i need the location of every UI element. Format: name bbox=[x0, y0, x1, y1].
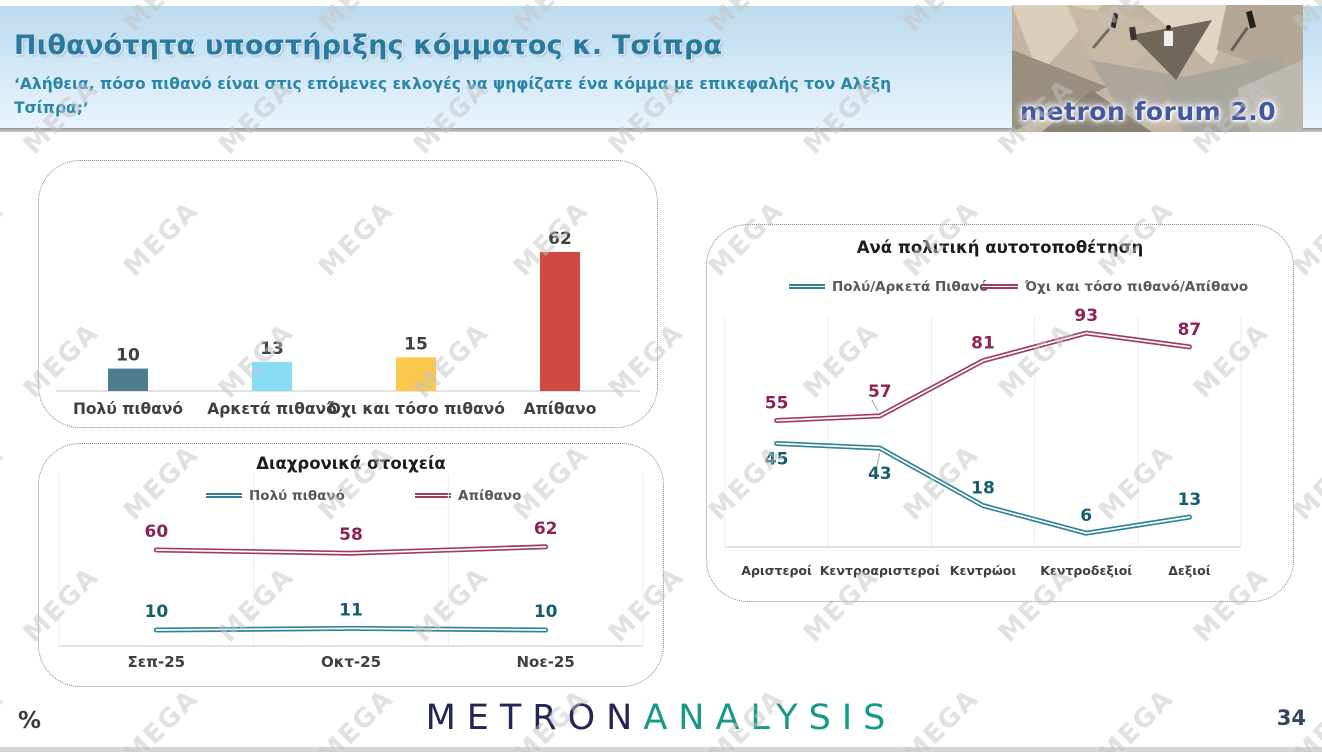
logo-wordmark: metron forum 2.0 bbox=[1020, 97, 1277, 126]
category-label: Όχι και τόσο πιθανό bbox=[326, 400, 505, 418]
bar-value-label: 13 bbox=[260, 339, 284, 359]
series-line-core bbox=[775, 442, 1191, 535]
label-leader bbox=[871, 399, 879, 412]
legend-label: Απίθανο bbox=[458, 488, 522, 504]
category-label: Δεξιοί bbox=[1168, 563, 1210, 578]
series-line-core bbox=[155, 627, 547, 631]
data-label: 81 bbox=[971, 334, 995, 354]
trend-line-chart: 10 11 10 60 58 62 Σεπ-25 Οκτ-25 Νοε-25 bbox=[58, 474, 644, 671]
series-line-core bbox=[155, 545, 547, 555]
category-label: Αριστεροί bbox=[741, 563, 812, 578]
data-label: 11 bbox=[339, 600, 363, 620]
page-title: Πιθανότητα υποστήριξης κόμματος κ. Τσίπρ… bbox=[14, 30, 723, 61]
data-label: 93 bbox=[1074, 306, 1098, 326]
legend-label: Πολύ/Αρκετά Πιθανό bbox=[832, 279, 989, 295]
legend-item: Όχι και τόσο πιθανό/Απίθανο bbox=[982, 279, 1248, 295]
data-label: 10 bbox=[144, 602, 168, 622]
data-label: 6 bbox=[1080, 506, 1092, 526]
legend-swatch-maroon bbox=[415, 493, 451, 498]
political-panel: Ανά πολιτική αυτοτοποθέτηση Πολύ/Αρκετά … bbox=[706, 224, 1294, 602]
bar-value-label: 10 bbox=[116, 346, 140, 366]
mega-watermark: MEGA bbox=[0, 439, 11, 527]
bottom-strip bbox=[0, 747, 1322, 752]
category-label: Κεντροδεξιοί bbox=[1040, 563, 1132, 578]
category-label: Κεντροαριστεροί bbox=[820, 563, 940, 578]
bar-value-label: 15 bbox=[404, 334, 428, 354]
mega-watermark: MEGA bbox=[0, 195, 11, 283]
category-label: Απίθανο bbox=[524, 400, 597, 418]
data-label: 10 bbox=[534, 602, 558, 622]
category-label: Σεπ-25 bbox=[128, 653, 186, 671]
likelihood-bar-chart: 10 Πολύ πιθανό 13 Αρκετά πιθανό 15 Όχι και τό… bbox=[56, 229, 640, 418]
data-label: 87 bbox=[1178, 320, 1202, 340]
data-label: 58 bbox=[339, 525, 363, 545]
legend-item: Πολύ/Αρκετά Πιθανό bbox=[789, 279, 989, 295]
category-label: Πολύ πιθανό bbox=[73, 400, 183, 418]
legend-swatch-maroon bbox=[982, 284, 1018, 289]
category-label: Νοε-25 bbox=[517, 653, 575, 671]
data-label: 55 bbox=[765, 394, 789, 414]
legend-label: Όχι και τόσο πιθανό/Απίθανο bbox=[1025, 279, 1249, 295]
category-label: Αρκετά πιθανό bbox=[207, 400, 336, 418]
trend-panel: Διαχρονικά στοιχεία Πολύ πιθανό Απίθανο … bbox=[38, 443, 664, 687]
brand-analysis: ANALYSIS bbox=[643, 698, 897, 738]
data-label: 62 bbox=[534, 519, 558, 539]
likelihood-bar-panel: 10 Πολύ πιθανό 13 Αρκετά πιθανό 15 Όχι και τό… bbox=[38, 160, 658, 428]
bar bbox=[108, 368, 148, 391]
data-label: 18 bbox=[971, 479, 995, 499]
political-line-chart: 45 43 18 6 13 55 57 81 93 87 Αριστεροί Κεντροαριστε… bbox=[724, 306, 1242, 578]
trend-title: Διαχρονικά στοιχεία bbox=[256, 454, 446, 473]
bar bbox=[396, 357, 436, 391]
legend-item: Πολύ πιθανό bbox=[206, 488, 345, 504]
data-label: 60 bbox=[144, 522, 168, 542]
header-divider bbox=[0, 128, 1322, 132]
page-subtitle: ‘Αλήθεια, πόσο πιθανό είναι στις επόμενε… bbox=[14, 75, 892, 118]
series-line bbox=[153, 544, 549, 556]
legend-swatch-teal bbox=[789, 284, 825, 289]
metron-forum-logo: metron forum 2.0 bbox=[1012, 5, 1303, 132]
category-label: Κεντρώοι bbox=[950, 563, 1017, 578]
brand-metron: METRON bbox=[425, 698, 644, 738]
data-label: 45 bbox=[765, 450, 789, 470]
metron-analysis-wordmark: METRONANALYSIS bbox=[0, 698, 1322, 738]
legend-item: Απίθανο bbox=[415, 488, 521, 504]
data-label: 13 bbox=[1178, 490, 1202, 510]
category-label: Οκτ-25 bbox=[321, 653, 381, 671]
percent-note: % bbox=[18, 708, 42, 734]
political-title: Ανά πολιτική αυτοτοποθέτηση bbox=[856, 238, 1144, 257]
person-silhouette bbox=[1166, 25, 1171, 30]
bar-value-label: 62 bbox=[548, 229, 572, 249]
data-label: 57 bbox=[868, 382, 892, 402]
series-line-core bbox=[775, 332, 1191, 422]
bar bbox=[252, 361, 292, 391]
bar bbox=[540, 251, 580, 391]
data-label: 43 bbox=[868, 464, 892, 484]
legend-label: Πολύ πιθανό bbox=[249, 488, 345, 504]
person-silhouette bbox=[1164, 31, 1173, 46]
label-leader bbox=[876, 452, 881, 467]
legend-swatch-teal bbox=[206, 493, 242, 498]
page-number: 34 bbox=[1276, 706, 1306, 730]
